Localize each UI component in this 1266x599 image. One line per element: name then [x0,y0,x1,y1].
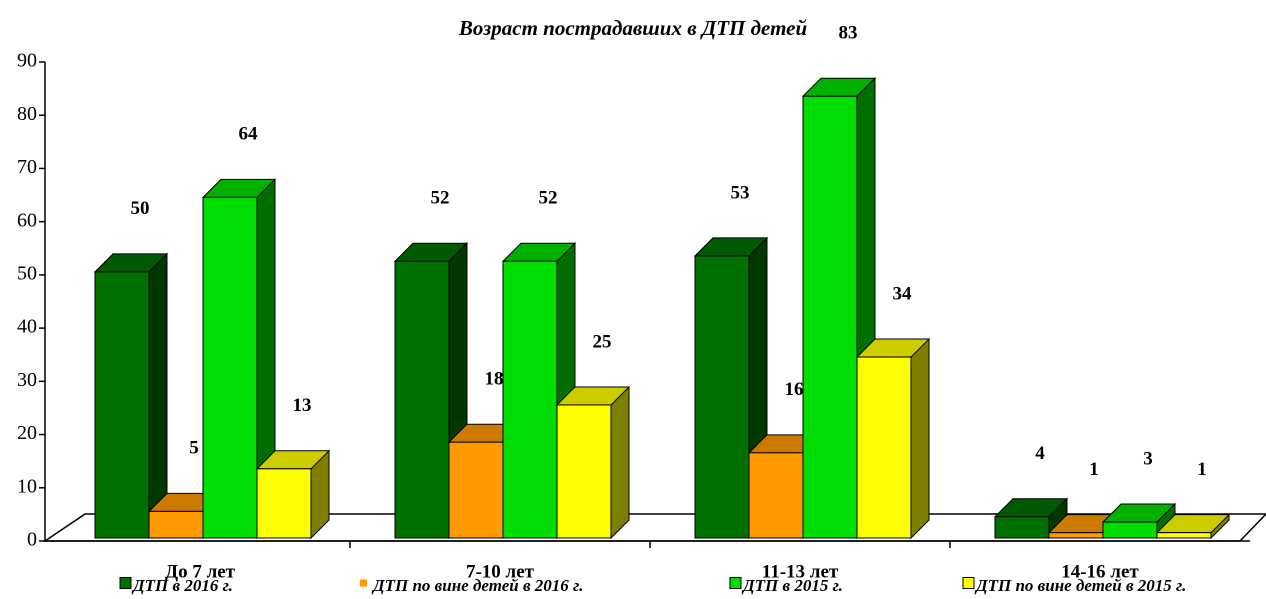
bar [94,271,150,539]
y-tick-label: 30 [17,369,37,391]
chart-title: Возраст пострадавших в ДТП детей [458,16,807,40]
bar [802,95,858,539]
value-label: 34 [893,283,913,304]
bar [202,196,258,539]
y-tick-label: 80 [17,103,37,125]
x-tick-label: 14-16 лет [1061,561,1139,582]
value-label: 16 [785,379,804,400]
bar [856,356,912,539]
bar [748,452,804,539]
legend-label: ДТП в 2015 г. [741,576,843,595]
value-label: 52 [431,188,450,209]
value-label: 3 [1143,448,1153,469]
value-label: 50 [131,198,150,219]
value-label: 83 [839,23,858,44]
value-label: 18 [485,369,504,390]
value-label: 1 [1197,459,1207,480]
bar [994,516,1050,539]
legend-swatch [729,577,742,589]
x-tick-label: До 7 лет [165,561,236,582]
value-label: 5 [189,438,199,459]
y-tick-label: 0 [27,529,37,551]
y-tick-label: 10 [17,475,37,497]
legend-swatch [962,577,975,589]
bar [256,468,312,539]
bar [502,260,558,539]
bar [1048,532,1104,539]
bar [694,255,750,539]
bar-side [610,385,630,540]
value-label: 64 [239,124,259,145]
legend-label: ДТП по вине детей в 2016 г. [371,576,583,595]
x-tick-label: 7-10 лет [466,561,535,582]
legend-label: ДТП по вине детей в 2015 г. [974,576,1186,595]
y-tick-label: 40 [17,316,37,338]
legend-label: ДТП в 2016 г. [131,576,233,595]
bar [1156,532,1212,539]
bar [556,404,612,539]
y-tick-label: 90 [17,50,37,72]
y-tick-label: 20 [17,422,37,444]
legend-swatch [119,577,132,589]
value-label: 4 [1035,443,1045,464]
value-label: 13 [293,395,312,416]
bar [394,260,450,539]
value-label: 53 [731,182,750,203]
bar-side [910,337,930,540]
value-label: 1 [1089,459,1099,480]
x-tick-label: 11-13 лет [762,561,839,582]
y-tick-label: 50 [17,262,37,284]
y-tick-label: 70 [17,156,37,178]
value-label: 52 [539,188,558,209]
bar [448,441,504,539]
legend-swatch [360,579,367,587]
bar [148,510,204,539]
y-tick-label: 60 [17,209,37,231]
bar [1102,521,1158,539]
value-label: 25 [593,331,612,352]
